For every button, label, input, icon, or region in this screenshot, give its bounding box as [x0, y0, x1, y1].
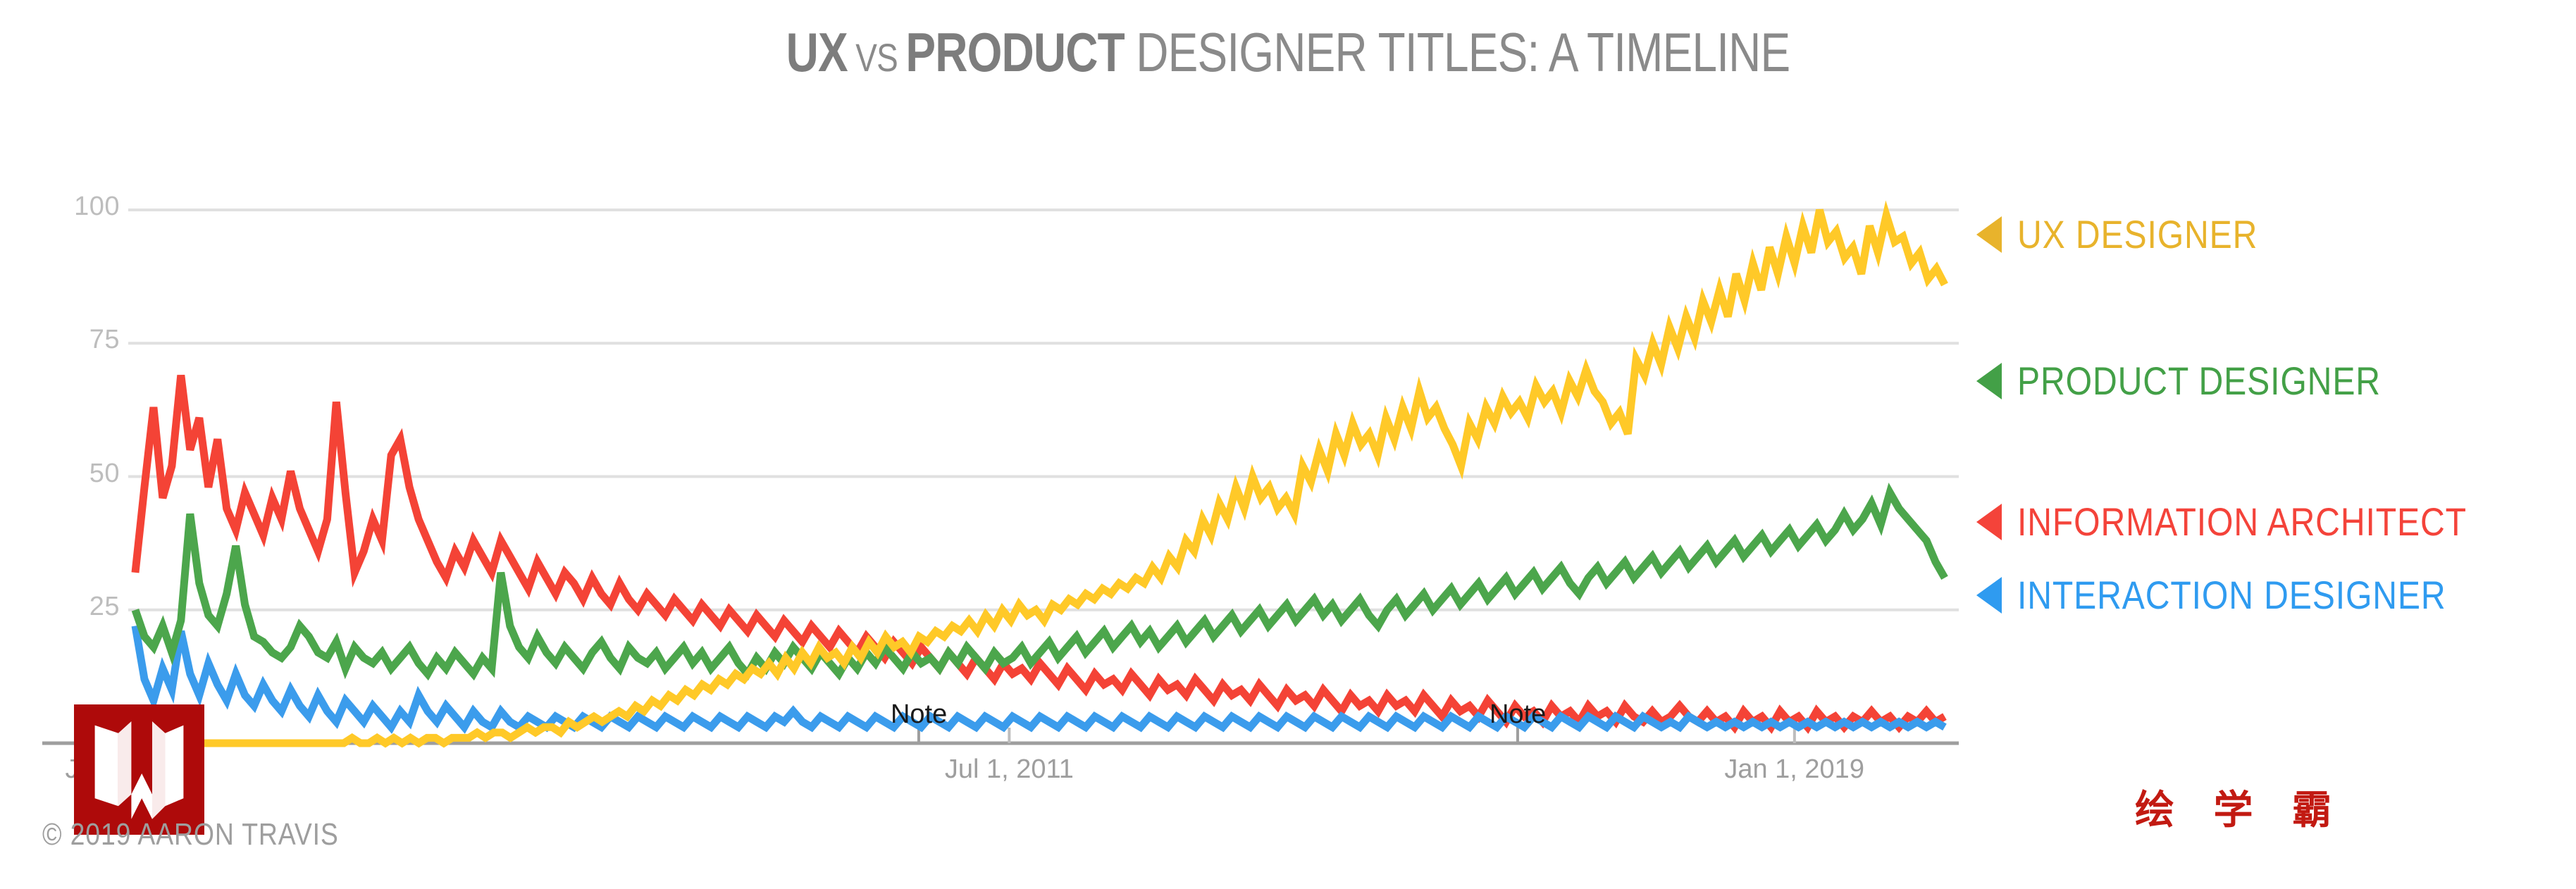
- series-line-product-designer: [131, 483, 1948, 681]
- legend-item-interaction-designer[interactable]: INTERACTION DESIGNER: [1976, 572, 2516, 618]
- title-part-ux: UX: [786, 21, 848, 83]
- copyright-notice: © 2019 AARON TRAVIS: [42, 817, 339, 852]
- title-part-rest: DESIGNER TITLES: A TIMELINE: [1136, 21, 1790, 83]
- note-annotation: Note: [890, 700, 948, 729]
- legend-label: INFORMATION ARCHITECT: [2017, 499, 2467, 544]
- series-line-interaction-designer: [131, 625, 1947, 734]
- left-triangle-icon: [1976, 362, 2002, 399]
- left-triangle-icon: [1976, 576, 2002, 614]
- legend-label: UX DESIGNER: [2017, 212, 2258, 256]
- title-part-vs: VS: [855, 35, 898, 80]
- chinese-watermark-text: 绘 学 霸: [2135, 788, 2344, 833]
- legend-label: PRODUCT DESIGNER: [2017, 359, 2381, 403]
- w-logo-watermark: [74, 704, 204, 835]
- grid-lines: [128, 209, 1959, 611]
- series-line-information-architect: [131, 375, 1947, 734]
- note-annotation: Note: [1489, 700, 1547, 729]
- page-title: UX VS PRODUCT DESIGNER TITLES: A TIMELINE: [232, 21, 2344, 89]
- y-tick-25: 25: [89, 591, 120, 621]
- legend-item-product-designer[interactable]: PRODUCT DESIGNER: [1976, 358, 2440, 404]
- legend-label: INTERACTION DESIGNER: [2017, 573, 2446, 617]
- x-tick-label: Jul 1, 2011: [944, 754, 1074, 784]
- x-tick-label: Jan 1, 2019: [1724, 754, 1864, 784]
- series-line-ux-designer: [135, 200, 1948, 748]
- y-tick-75: 75: [89, 325, 120, 355]
- left-triangle-icon: [1976, 503, 2002, 540]
- title-part-product: PRODUCT: [905, 21, 1125, 83]
- y-tick-100: 100: [74, 192, 120, 221]
- left-triangle-icon: [1976, 216, 2002, 253]
- legend-item-ux-designer[interactable]: UX DESIGNER: [1976, 211, 2297, 257]
- y-tick-50: 50: [89, 458, 120, 488]
- legend-item-information-architect[interactable]: INFORMATION ARCHITECT: [1976, 499, 2540, 545]
